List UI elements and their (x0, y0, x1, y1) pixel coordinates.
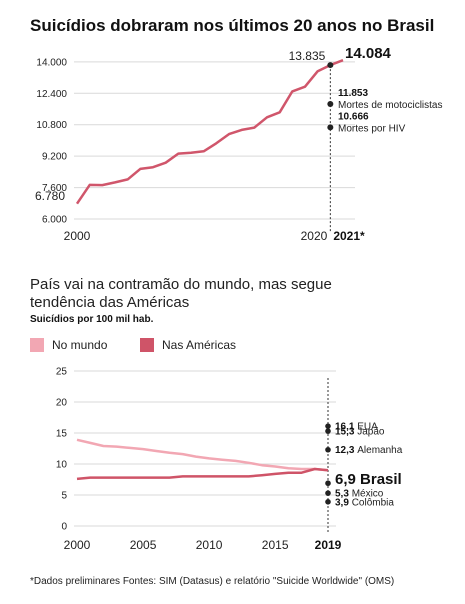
chart1-2020-value-label: 13.835 (289, 49, 326, 63)
chart1-annotation-value: 10.666 (338, 111, 369, 122)
legend-label-americas: Nas Américas (162, 338, 236, 352)
chart2-country-name: EUA (357, 422, 378, 433)
chart1-2020-point (327, 62, 334, 69)
chart2-x-tick-label: 2005 (130, 538, 157, 552)
chart1-y-tick-label: 7.600 (42, 183, 67, 194)
chart1-y-tick-label: 14.000 (36, 57, 67, 68)
chart1-annotation-value: 11.853 (338, 88, 368, 99)
chart2-country-name: México (352, 489, 384, 500)
chart2-subtitle: Suicídios por 100 mil hab. (30, 314, 154, 325)
chart1-x-tick-label: 2020 (301, 229, 328, 243)
chart1-gridlines (74, 61, 355, 220)
chart2-title-line1: País vai na contramão do mundo, mas segu… (30, 276, 336, 311)
chart1-y-tick-label: 12.400 (36, 89, 67, 100)
chart2-series-americas (76, 467, 329, 481)
chart2-country-label: 15,3 Japão (335, 427, 385, 438)
chart2-country-dot (325, 480, 331, 487)
chart2-x-ticks: 2000 2005 2010 2015 2019 (64, 538, 342, 552)
chart1-2021-value-label: 14.084 (345, 45, 392, 62)
legend-swatch-americas (140, 338, 154, 352)
chart2-title-part1: País vai na contramão do mundo, mas segu… (30, 276, 332, 293)
chart2-country-name: Brasil (360, 471, 402, 488)
chart2-y-tick-label: 5 (61, 491, 67, 502)
chart2-country-value: 3,9 (335, 497, 352, 508)
chart1-y-tick-label: 10.800 (36, 120, 67, 131)
footnote: *Dados preliminares Fontes: SIM (Datasus… (30, 576, 394, 587)
chart2-country-label-highlight: 6,9 Brasil (335, 471, 402, 488)
chart2-x-tick-label: 2010 (196, 538, 223, 552)
chart2-country-label: 3,9 Colômbia (335, 497, 394, 508)
chart1-first-value-label: 6.780 (35, 189, 65, 203)
chart2-country-dot (325, 446, 331, 453)
chart1-title: Suicídios dobraram nos últimos 20 anos n… (30, 16, 434, 35)
chart2-gridlines (74, 370, 336, 527)
chart2-y-ticks: 0 5 10 15 20 25 (56, 367, 68, 533)
chart2-country-label: 12,3 Alemanha (335, 445, 403, 456)
chart2-country-value: 5,3 (335, 489, 352, 500)
chart2-country-label: 16,1 EUA (335, 422, 378, 433)
chart2-y-tick-label: 15 (56, 429, 68, 440)
chart1-annotation-text: Mortes de motociclistas (338, 100, 442, 111)
chart2-y-tick-label: 25 (56, 367, 68, 378)
chart2-x-tick-label: 2000 (64, 538, 91, 552)
chart2-country-value: 15,3 (335, 427, 357, 438)
chart2-country-name: Alemanha (357, 445, 402, 456)
chart2-country-dot (325, 423, 331, 429)
chart2-y-tick-label: 20 (56, 398, 68, 409)
chart1-annotation-text: Mortes por HIV (338, 123, 406, 134)
chart1-y-ticks: 6.000 7.600 9.200 10.800 12.400 14.000 (36, 57, 67, 225)
chart2-y-tick-label: 0 (61, 522, 67, 533)
legend-label-world: No mundo (52, 338, 108, 352)
chart2-x-tick-label: 2019 (315, 538, 342, 552)
chart1-annotation-dot (327, 124, 334, 131)
chart2-x-tick-label: 2015 (262, 538, 289, 552)
chart1-y-tick-label: 9.200 (42, 152, 67, 163)
chart2-series-world (76, 438, 329, 472)
chart2-title-part2: tendência das Américas (30, 294, 189, 311)
chart2-country-dot (325, 499, 331, 505)
chart1-x-tick-label: 2021* (333, 229, 365, 243)
chart2-country-value: 16,1 (335, 422, 357, 433)
chart1-annotation-dot (327, 101, 334, 108)
chart2-country-name: Japão (357, 427, 385, 438)
chart2-country-dot (325, 428, 331, 434)
chart2-country-name: Colômbia (352, 497, 395, 508)
chart2-country-value: 12,3 (335, 445, 357, 456)
chart1-x-tick-label: 2000 (64, 229, 91, 243)
chart2-country-dot (325, 490, 331, 496)
chart2-y-tick-label: 10 (56, 460, 68, 471)
chart1-series-line (75, 59, 344, 205)
chart2-country-value: 6,9 (335, 471, 360, 488)
chart1-x-ticks: 2000 2020 2021* (64, 229, 365, 243)
chart2-country-label: 5,3 México (335, 489, 384, 500)
legend-swatch-world (30, 338, 44, 352)
chart1-y-tick-label: 6.000 (42, 215, 67, 226)
